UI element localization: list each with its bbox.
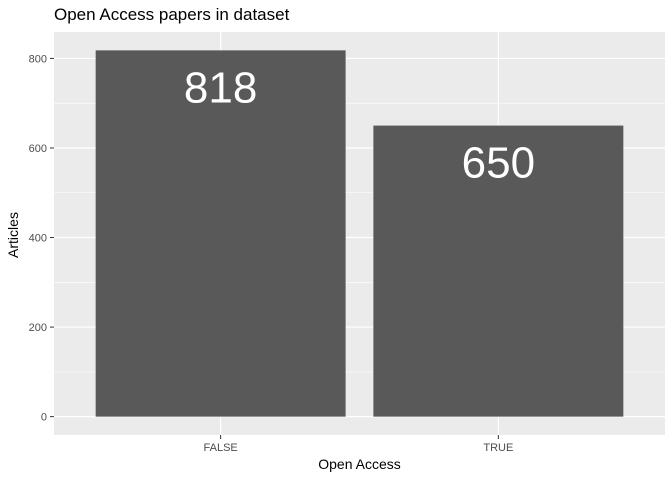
y-tick-label: 200 [29, 322, 47, 334]
bars [95, 50, 624, 417]
x-tick-label: TRUE [483, 442, 513, 454]
bar-value-labels: 818 650 [184, 63, 535, 187]
y-tick-label: 400 [29, 233, 47, 245]
y-tick-label: 0 [41, 412, 47, 424]
y-axis-title: Articles [5, 212, 21, 258]
y-tick-label: 600 [29, 143, 47, 155]
x-tick-label: FALSE [204, 442, 238, 454]
chart-title: Open Access papers in dataset [54, 5, 290, 24]
x-axis-title: Open Access [318, 456, 401, 472]
y-tick-label: 800 [29, 53, 47, 65]
y-axis-ticks: 0 200 400 600 800 [29, 53, 54, 424]
x-axis-ticks: FALSE TRUE [204, 435, 513, 454]
bar-value-label: 818 [184, 63, 257, 112]
bar-false [95, 50, 346, 417]
bar-true [373, 125, 624, 417]
bar-value-label: 650 [462, 139, 535, 188]
